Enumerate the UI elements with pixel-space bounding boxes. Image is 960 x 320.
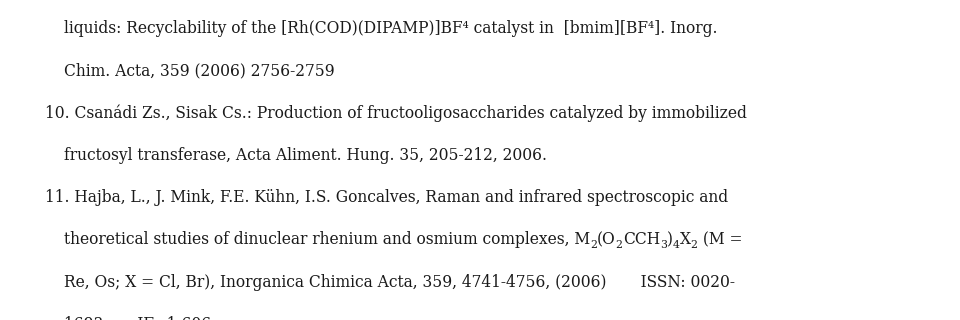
Text: CCH: CCH xyxy=(623,231,660,248)
Text: ): ) xyxy=(667,231,673,248)
Text: 3: 3 xyxy=(660,240,667,250)
Text: Chim. Acta, 359 (2006) 2756-2759: Chim. Acta, 359 (2006) 2756-2759 xyxy=(63,62,334,79)
Text: 4: 4 xyxy=(673,240,680,250)
Text: 2: 2 xyxy=(590,240,597,250)
Text: 2: 2 xyxy=(690,240,698,250)
Text: Re, Os; X = Cl, Br), Inorganica Chimica Acta, 359, 4741-4756, (2006)       ISSN:: Re, Os; X = Cl, Br), Inorganica Chimica … xyxy=(63,274,734,291)
Text: liquids: Recyclability of the [Rh(COD)(DIPAMP)]BF⁴ catalyst in  [bmim][BF⁴]. Ino: liquids: Recyclability of the [Rh(COD)(D… xyxy=(63,20,717,37)
Text: theoretical studies of dinuclear rhenium and osmium complexes, M: theoretical studies of dinuclear rhenium… xyxy=(63,231,590,248)
Text: (M =: (M = xyxy=(698,231,742,248)
Text: 10. Csanádi Zs., Sisak Cs.: Production of fructooligosaccharides catalyzed by im: 10. Csanádi Zs., Sisak Cs.: Production o… xyxy=(45,105,747,122)
Text: (O: (O xyxy=(597,231,615,248)
Text: 2: 2 xyxy=(615,240,623,250)
Text: 11. Hajba, L., J. Mink, F.E. Kühn, I.S. Goncalves, Raman and infrared spectrosco: 11. Hajba, L., J. Mink, F.E. Kühn, I.S. … xyxy=(45,189,729,206)
Text: X: X xyxy=(680,231,690,248)
Text: 1693       IF.: 1.606: 1693 IF.: 1.606 xyxy=(63,316,211,320)
Text: fructosyl transferase, Acta Aliment. Hung. 35, 205-212, 2006.: fructosyl transferase, Acta Aliment. Hun… xyxy=(63,147,547,164)
